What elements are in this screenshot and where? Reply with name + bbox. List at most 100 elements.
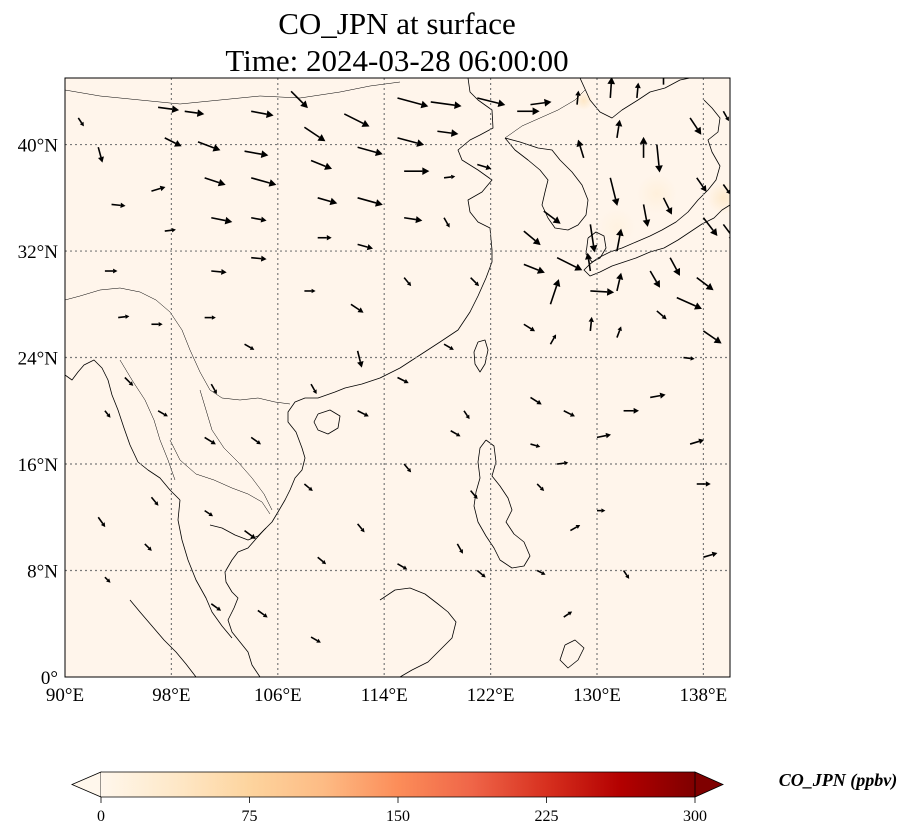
wind-arrow-shaft bbox=[589, 321, 593, 331]
wind-arrow-shaft bbox=[543, 210, 556, 221]
longitude-tick-label: 90°E bbox=[46, 685, 84, 706]
wind-arrow-shaft bbox=[397, 376, 406, 382]
wind-arrow-shaft bbox=[397, 137, 418, 144]
wind-arrow-shaft bbox=[303, 483, 311, 490]
wind-arrow bbox=[536, 569, 546, 575]
wind-arrow-head bbox=[605, 432, 611, 439]
wind-arrow-shaft bbox=[596, 434, 607, 439]
wind-arrow-shaft bbox=[343, 113, 364, 125]
longitude-tick-label: 114°E bbox=[361, 685, 408, 706]
wind-arrow-head bbox=[174, 140, 182, 147]
wind-arrow-shaft bbox=[350, 303, 360, 311]
colorbar-extend-max bbox=[694, 771, 724, 798]
wind-arrow-shaft bbox=[357, 146, 377, 154]
wind-arrow-head bbox=[79, 121, 84, 127]
wind-arrow bbox=[150, 496, 159, 506]
wind-arrow-shaft bbox=[151, 187, 161, 192]
wind-arrow-head bbox=[465, 414, 470, 420]
wind-arrow bbox=[310, 159, 333, 170]
wind-arrow bbox=[397, 97, 429, 109]
wind-arrow bbox=[523, 323, 536, 332]
wind-arrow bbox=[157, 105, 180, 113]
wind-arrow-head bbox=[260, 255, 267, 262]
wind-arrow-head bbox=[402, 565, 408, 570]
wind-arrow bbox=[357, 146, 383, 157]
concentration-hotspot bbox=[598, 208, 636, 246]
wind-arrow bbox=[97, 147, 104, 163]
wind-arrow-head bbox=[210, 439, 216, 445]
wind-arrow-shaft bbox=[683, 356, 691, 360]
wind-arrow-head bbox=[171, 105, 180, 113]
wind-arrow-head bbox=[564, 460, 569, 466]
latitude-tick-label: 0° bbox=[41, 668, 58, 689]
wind-arrow-shaft bbox=[97, 516, 104, 525]
wind-arrow bbox=[304, 288, 316, 294]
wind-arrow-head bbox=[213, 389, 217, 394]
wind-arrow-shaft bbox=[244, 150, 262, 155]
wind-arrow-head bbox=[357, 307, 364, 313]
wind-arrow-shaft bbox=[404, 216, 417, 221]
wind-arrow-head bbox=[625, 574, 630, 579]
wind-arrow bbox=[397, 137, 425, 147]
wind-arrow bbox=[204, 315, 216, 320]
wind-arrow-head bbox=[420, 100, 429, 109]
wind-arrow-shaft bbox=[609, 177, 617, 200]
wind-arrow bbox=[357, 243, 373, 251]
colorbar-tick-label: 300 bbox=[683, 808, 707, 825]
wind-arrow-shaft bbox=[616, 278, 621, 292]
wind-arrow-shaft bbox=[310, 383, 316, 391]
wind-arrow-shaft bbox=[357, 197, 377, 204]
wind-arrow-head bbox=[575, 90, 581, 96]
wind-arrow-head bbox=[106, 578, 111, 583]
border-myanmar bbox=[119, 359, 176, 481]
wind-arrow-shaft bbox=[450, 430, 458, 436]
wind-arrow-head bbox=[611, 198, 620, 206]
coastline-sumatra bbox=[129, 599, 197, 677]
wind-arrow bbox=[97, 516, 106, 528]
coastline-borneo bbox=[379, 587, 457, 677]
wind-arrow-head bbox=[147, 546, 152, 551]
wind-arrow bbox=[443, 217, 450, 228]
coastline-mainland-asia bbox=[224, 78, 494, 677]
wind-arrow-shaft bbox=[696, 177, 704, 188]
wind-arrow bbox=[596, 432, 611, 439]
wind-arrow-head bbox=[317, 134, 326, 142]
wind-arrow-shaft bbox=[556, 256, 577, 268]
wind-arrow bbox=[356, 523, 365, 533]
wind-arrow bbox=[549, 334, 557, 345]
wind-arrow bbox=[204, 509, 214, 517]
wind-arrow-head bbox=[705, 282, 714, 291]
longitude-tick-label: 98°E bbox=[152, 685, 190, 706]
wind-arrow bbox=[530, 443, 541, 448]
wind-arrow-head bbox=[617, 326, 622, 332]
wind-arrow-shaft bbox=[437, 130, 452, 134]
wind-arrow bbox=[430, 101, 462, 110]
wind-arrow-shaft bbox=[164, 229, 173, 232]
wind-arrow-shaft bbox=[722, 110, 728, 119]
wind-arrow-shaft bbox=[244, 529, 253, 537]
wind-arrow-head bbox=[154, 501, 159, 506]
latitude-tick-label: 32°N bbox=[18, 242, 59, 263]
wind-arrow-shaft bbox=[689, 117, 699, 130]
wind-arrow bbox=[437, 129, 459, 137]
wind-arrow-shaft bbox=[356, 523, 363, 530]
wind-arrow bbox=[597, 508, 606, 513]
wind-arrow-head bbox=[459, 549, 463, 554]
colorbar: 0 75 150 225 300 CO_JPN (ppbv) bbox=[70, 770, 897, 825]
wind-arrow-head bbox=[616, 272, 624, 280]
wind-arrow-head bbox=[575, 524, 581, 529]
wind-arrow-shaft bbox=[587, 259, 592, 272]
wind-arrow bbox=[543, 210, 561, 224]
coastline-sulawesi bbox=[559, 639, 585, 669]
wind-arrow-head bbox=[539, 486, 545, 491]
wind-arrow-shaft bbox=[470, 490, 476, 497]
longitude-tick-label: 130°E bbox=[573, 685, 621, 706]
wind-arrow-shaft bbox=[656, 310, 664, 318]
wind-arrow-head bbox=[221, 268, 227, 275]
wind-arrow bbox=[251, 110, 274, 118]
wind-arrow-head bbox=[262, 613, 268, 618]
map-panel bbox=[64, 77, 731, 678]
wind-arrow bbox=[124, 376, 134, 386]
wind-arrow bbox=[476, 569, 486, 578]
wind-arrow bbox=[655, 144, 663, 173]
